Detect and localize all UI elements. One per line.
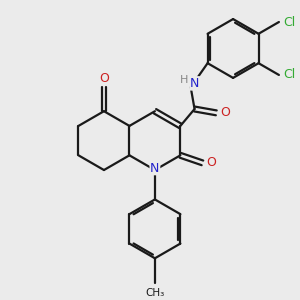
Text: O: O [206,156,216,170]
Text: O: O [220,106,230,119]
Text: H: H [180,75,188,85]
Text: CH₃: CH₃ [145,288,164,298]
Text: O: O [99,72,109,85]
Text: N: N [150,162,160,175]
Text: Cl: Cl [284,16,296,28]
Text: N: N [190,77,199,90]
Text: Cl: Cl [284,68,296,82]
